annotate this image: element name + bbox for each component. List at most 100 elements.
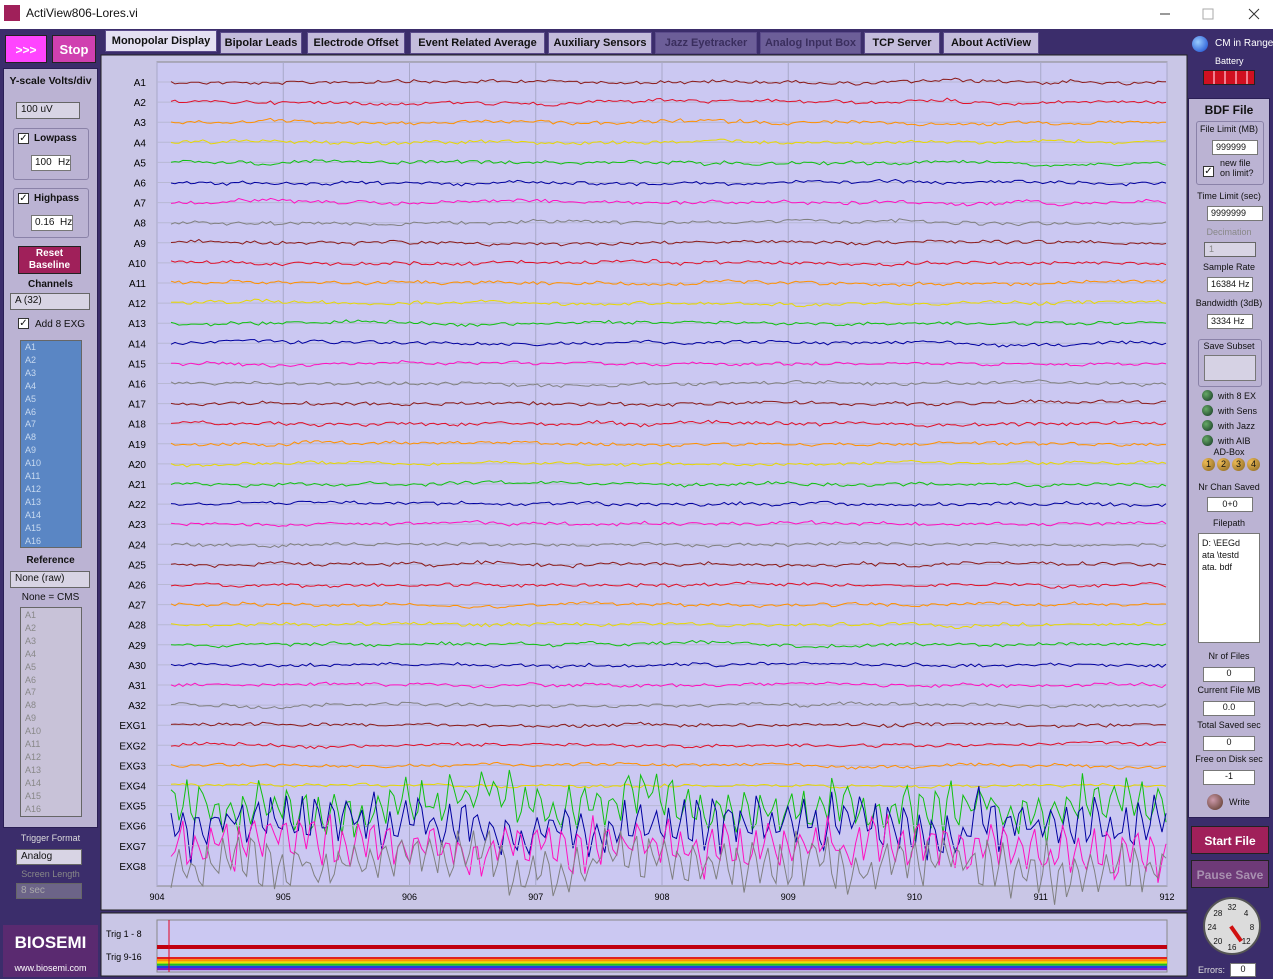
tab[interactable]: Electrode Offset — [307, 32, 405, 54]
channel-label: EXG5 — [119, 802, 146, 813]
tab[interactable]: TCP Server — [864, 32, 940, 54]
channel-item[interactable]: A7 — [25, 419, 37, 430]
reference-item[interactable]: A15 — [25, 790, 42, 801]
tab[interactable]: Analog Input Box — [760, 32, 861, 54]
run-button[interactable]: >>> — [5, 35, 47, 63]
led — [1202, 435, 1213, 446]
file-limit-value[interactable]: 999999 — [1212, 140, 1258, 155]
highpass-value[interactable]: 0.16 — [31, 215, 73, 231]
save-subset-box[interactable] — [1204, 355, 1256, 381]
channel-item[interactable]: A6 — [25, 406, 37, 417]
channel-item[interactable]: A3 — [25, 367, 37, 378]
x-tick-label: 908 — [654, 892, 669, 902]
led — [1202, 405, 1213, 416]
add-exg-checkbox[interactable]: ✓ — [18, 318, 29, 329]
reference-item[interactable]: A3 — [25, 635, 37, 646]
reference-item[interactable]: A13 — [25, 764, 42, 775]
new-file-checkbox[interactable]: ✓ — [1203, 166, 1214, 177]
trigger-stripe — [157, 961, 1167, 964]
reference-item[interactable]: A1 — [25, 610, 37, 620]
reference-item[interactable]: A12 — [25, 751, 42, 762]
file-limit-label: File Limit (MB) — [1200, 124, 1258, 134]
reference-item[interactable]: A5 — [25, 661, 37, 672]
channel-item[interactable]: A11 — [25, 471, 41, 481]
channel-item[interactable]: A9 — [25, 445, 37, 456]
reference-item[interactable]: A16 — [25, 803, 42, 814]
decimation-label: Decimation — [1206, 227, 1252, 237]
reference-item[interactable]: A9 — [25, 713, 37, 724]
time-limit-label: Time Limit (sec) — [1197, 191, 1261, 201]
channel-item[interactable]: A1 — [25, 342, 37, 352]
channel-label: A18 — [128, 420, 146, 431]
channels-dropdown[interactable]: A (32) — [10, 293, 90, 310]
add-exg-label: Add 8 EXG — [35, 319, 86, 330]
channel-item[interactable]: A4 — [25, 380, 37, 391]
reference-item[interactable]: A10 — [25, 726, 42, 737]
channel-label: A29 — [128, 641, 146, 652]
reference-item[interactable]: A4 — [25, 648, 37, 659]
channel-item[interactable]: A16 — [25, 535, 42, 546]
nr-files-value: 0 — [1203, 667, 1255, 682]
reference-item[interactable]: A14 — [25, 777, 42, 788]
channel-label: A19 — [128, 440, 146, 451]
lowpass-value[interactable]: 100 — [31, 155, 71, 171]
channel-item[interactable]: A10 — [25, 458, 42, 469]
channel-item[interactable]: A2 — [25, 354, 37, 365]
channel-label: A30 — [128, 661, 146, 672]
signal-trace — [170, 580, 1167, 589]
signal-trace — [170, 480, 1167, 489]
reference-item[interactable]: A6 — [25, 674, 37, 685]
channel-item[interactable]: A8 — [25, 432, 37, 443]
signal-trace — [170, 661, 1167, 669]
lowpass-checkbox[interactable]: ✓ — [18, 133, 29, 144]
tab[interactable]: About ActiView — [943, 32, 1039, 54]
errors-label: Errors: — [1198, 965, 1225, 975]
filepath-value[interactable]: D: \EEGdata \testdata. bdf — [1198, 533, 1260, 643]
ad-box-led: 3 — [1232, 458, 1245, 471]
start-file-button[interactable]: Start File — [1191, 826, 1269, 854]
tab[interactable]: Bipolar Leads — [220, 32, 302, 54]
nr-chan-label: Nr Chan Saved — [1198, 482, 1260, 492]
tab[interactable]: Monopolar Display — [105, 30, 217, 52]
channel-label: A32 — [128, 701, 146, 712]
channel-label: A11 — [129, 279, 146, 290]
channel-label: A16 — [128, 380, 146, 391]
ad-box-led: 2 — [1217, 458, 1230, 471]
reference-item[interactable]: A8 — [25, 700, 37, 711]
channel-label: EXG2 — [119, 741, 146, 752]
channel-label: A28 — [128, 621, 146, 632]
trigger-format-dropdown[interactable]: Analog — [16, 849, 82, 865]
channel-label: A22 — [128, 500, 146, 511]
reference-dropdown[interactable]: None (raw) — [10, 571, 90, 588]
channel-label: A7 — [134, 199, 147, 210]
reference-item[interactable]: A2 — [25, 622, 37, 633]
channel-item[interactable]: A15 — [25, 522, 42, 533]
channel-item[interactable]: A12 — [25, 483, 42, 494]
reference-list[interactable] — [20, 607, 82, 817]
yscale-dropdown[interactable]: 100 uV — [16, 102, 80, 119]
ad-box-led: 1 — [1202, 458, 1215, 471]
reset-baseline-button[interactable]: Reset Baseline — [18, 246, 81, 274]
reference-item[interactable]: A11 — [25, 739, 41, 749]
signal-trace — [170, 459, 1167, 468]
channel-item[interactable]: A13 — [25, 496, 42, 507]
filepath-label: Filepath — [1212, 518, 1246, 528]
stop-button[interactable]: Stop — [52, 35, 96, 63]
tab[interactable]: Event Related Average — [410, 32, 545, 54]
tab[interactable]: Auxiliary Sensors — [548, 32, 652, 54]
channels-label: Channels — [27, 279, 73, 290]
signal-trace — [170, 740, 1167, 750]
channel-label: EXG6 — [119, 822, 146, 833]
channel-item[interactable]: A5 — [25, 393, 37, 404]
time-limit-value[interactable]: 9999999 — [1207, 206, 1263, 221]
highpass-checkbox[interactable]: ✓ — [18, 193, 29, 204]
x-tick-label: 910 — [907, 892, 922, 902]
signal-trace — [170, 339, 1167, 348]
channel-list[interactable] — [20, 340, 82, 548]
channel-label: A15 — [128, 359, 146, 370]
tab[interactable]: Jazz Eyetracker — [655, 32, 757, 54]
reference-item[interactable]: A7 — [25, 687, 37, 698]
trigger-stripe — [157, 968, 1167, 971]
channel-item[interactable]: A14 — [25, 509, 42, 520]
